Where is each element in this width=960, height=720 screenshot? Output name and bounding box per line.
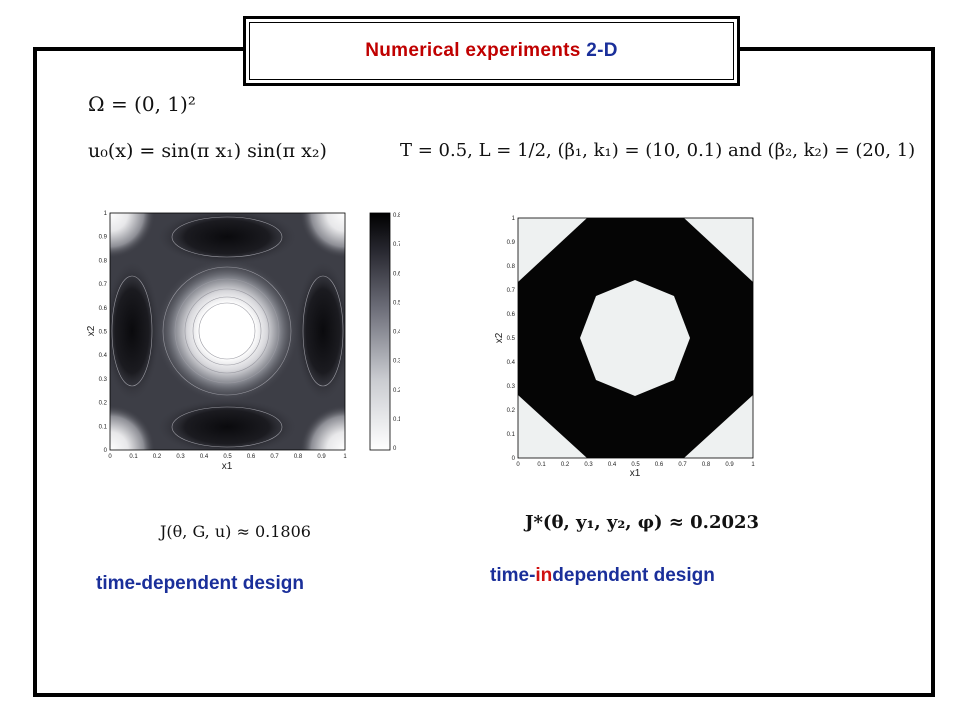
slide-title: Numerical experiments 2-D	[365, 40, 618, 62]
tick-label: 0.8	[507, 264, 516, 270]
tick-label: 0.1	[129, 454, 138, 460]
caption-right: time-independent design	[490, 565, 715, 587]
tick-label: 0.6	[247, 454, 256, 460]
tick-label: 0.3	[176, 454, 185, 460]
tick-label: 0.2	[507, 408, 516, 414]
title-suffix: 2-D	[586, 40, 618, 61]
colorbar-tick-label: 0.1	[393, 417, 400, 423]
caption-left: time-dependent design	[96, 573, 304, 594]
tick-label: 0.2	[561, 462, 570, 468]
tick-label: 0.9	[725, 462, 734, 468]
tick-label: 0.7	[678, 462, 687, 468]
colorbar-tick-label: 0.5	[393, 300, 400, 306]
left-x-ticks: 0 0.1 0.2 0.3 0.4 0.5 0.6 0.7 0.8 0.9 1	[108, 454, 347, 460]
domain-equation: Ω = (0, 1)²	[88, 92, 196, 116]
tick-label: 0.4	[99, 353, 108, 359]
right-x-ticks: 0 0.1 0.2 0.3 0.4 0.5 0.6 0.7 0.8 0.9 1	[516, 462, 755, 468]
tick-label: 0.5	[507, 336, 516, 342]
tick-label: 0.6	[507, 312, 516, 318]
tick-label: 0.4	[507, 360, 516, 366]
tick-label: 0	[104, 448, 108, 454]
tick-label: 0.4	[200, 454, 209, 460]
left-xlabel: x1	[222, 461, 233, 472]
left-contour-plot: 0 0.1 0.2 0.3 0.4 0.5 0.6 0.7 0.8 0.9 1 0 0.1 0.2 0.3…	[86, 211, 400, 472]
colorbar-tick-label: 0.2	[393, 388, 400, 394]
colorbar-tick-label: 0.8	[393, 213, 400, 219]
tick-label: 0.8	[294, 454, 303, 460]
caption-right-suffix: dependent design	[552, 565, 715, 586]
tick-label: 0.9	[99, 235, 108, 241]
tick-label: 0	[516, 462, 520, 468]
left-objective-value: J(θ, G, u) ≈ 0.1806	[160, 522, 311, 541]
caption-right-highlight: in	[535, 565, 553, 586]
tick-label: 1	[343, 454, 347, 460]
caption-right-prefix: time-	[490, 565, 536, 586]
tick-label: 1	[512, 216, 516, 222]
tick-label: 0.5	[631, 462, 640, 468]
tick-label: 0.8	[99, 258, 108, 264]
tick-label: 0.1	[537, 462, 546, 468]
tick-label: 0.1	[507, 432, 516, 438]
tick-label: 0.7	[99, 282, 108, 288]
right-objective-value: J*(θ, y₁, y₂, φ) ≈ 0.2023	[525, 512, 760, 533]
tick-label: 0.2	[99, 401, 108, 407]
tick-label: 0.8	[702, 462, 711, 468]
tick-label: 0.4	[608, 462, 617, 468]
tick-label: 1	[104, 211, 108, 217]
tick-label: 0	[108, 454, 112, 460]
title-main: Numerical experiments	[365, 40, 581, 61]
colorbar-tick-label: 0.6	[393, 271, 400, 277]
left-ylabel: x2	[86, 325, 97, 336]
tick-label: 0.5	[99, 330, 108, 336]
colorbar-ticks: 0 0.1 0.2 0.3 0.4 0.5 0.6 0.7 0.8	[393, 213, 400, 452]
colorbar-tick-label: 0.7	[393, 242, 400, 248]
tick-label: 0.3	[584, 462, 593, 468]
right-contour-plot: 0 0.1 0.2 0.3 0.4 0.5 0.6 0.7 0.8 0.9 1 0 0.1 0.2 0.3…	[494, 216, 755, 479]
tick-label: 0.6	[99, 306, 108, 312]
left-y-ticks: 0 0.1 0.2 0.3 0.4 0.5 0.6 0.7 0.8 0.9 1	[99, 211, 108, 454]
colorbar-tick-label: 0.3	[393, 359, 400, 365]
tick-label: 0.3	[99, 377, 108, 383]
tick-label: 0.5	[223, 454, 232, 460]
tick-label: 0.9	[507, 240, 516, 246]
title-box: Numerical experiments 2-D	[243, 16, 740, 86]
colorbar-tick-label: 0	[393, 446, 397, 452]
tick-label: 0.6	[655, 462, 664, 468]
tick-label: 0.7	[507, 288, 516, 294]
tick-label: 0	[512, 456, 516, 462]
initial-condition: u₀(x) = sin(π x₁) sin(π x₂)	[88, 140, 327, 162]
parameters: T = 0.5, L = 1/2, (β₁, k₁) = (10, 0.1) a…	[400, 140, 916, 161]
right-ylabel: x2	[494, 332, 505, 343]
colorbar	[369, 212, 391, 451]
tick-label: 1	[751, 462, 755, 468]
right-y-ticks: 0 0.1 0.2 0.3 0.4 0.5 0.6 0.7 0.8 0.9 1	[507, 216, 516, 462]
colorbar-tick-label: 0.4	[393, 330, 400, 336]
tick-label: 0.7	[270, 454, 279, 460]
tick-label: 0.1	[99, 424, 108, 430]
tick-label: 0.2	[153, 454, 162, 460]
right-xlabel: x1	[630, 468, 641, 479]
tick-label: 0.9	[317, 454, 326, 460]
tick-label: 0.3	[507, 384, 516, 390]
